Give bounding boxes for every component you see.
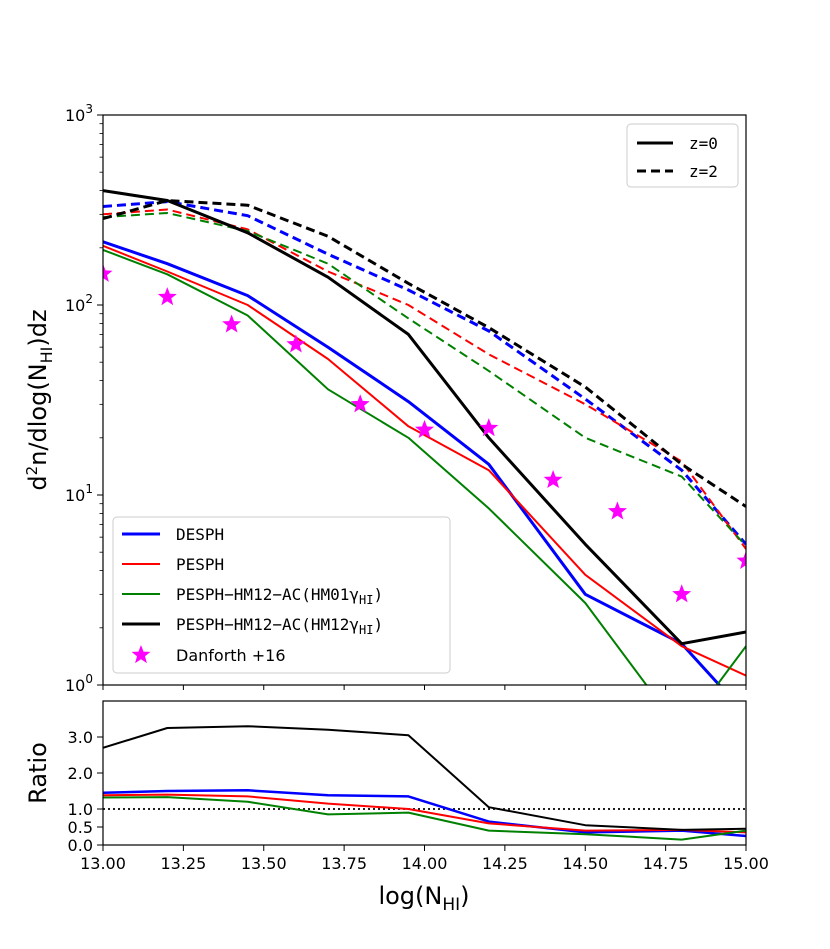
danforth-point — [157, 287, 177, 306]
models-legend: DESPH PESPH PESPH−HM12−AC(HM01γHI) PESPH… — [112, 516, 451, 674]
main-axes: 100 101 102 103 — [65, 102, 747, 695]
ratio-axes: 0.00.51.0 2.0 3.0 13.00 13.25 13.50 13.75 14.00… — [68, 700, 769, 873]
x-tick-label: 15.00 — [723, 854, 769, 873]
series-pesph-z0 — [103, 244, 746, 677]
series-pesph-z2 — [103, 208, 746, 550]
ratio-series-pesph-hm12-ac-hm01-hi — [103, 796, 746, 841]
series-pesph-hm12-ac-hm01-hi-z0 — [103, 248, 746, 685]
series-desph-z0 — [103, 240, 722, 685]
danforth-point — [607, 501, 627, 520]
danforth-point — [672, 584, 692, 603]
main-series-group — [103, 189, 746, 685]
x-tick-label: 14.00 — [402, 854, 448, 873]
legend-danforth-star — [131, 645, 151, 664]
ratio-plot-background — [103, 701, 746, 845]
main-y-tick-label: 100 — [65, 672, 93, 695]
legend-danforth-swatch — [131, 645, 151, 664]
danforth-point — [286, 334, 306, 353]
danforth-point — [479, 418, 499, 437]
main-y-tick-label: 102 — [65, 292, 93, 315]
ratio-series-pesph-hm12-ac-hm12-hi — [103, 725, 746, 831]
x-tick-label: 13.25 — [160, 854, 206, 873]
series-desph-z2 — [103, 200, 746, 546]
danforth-point — [222, 314, 242, 333]
x-tick-label: 14.75 — [643, 854, 689, 873]
legend-danforth-label: Danforth +16 — [176, 646, 286, 665]
x-tick-label: 14.25 — [482, 854, 528, 873]
legend-hm12-label: PESPH−HM12−AC(HM12γHI) — [176, 615, 383, 637]
main-plot-panel: 100 101 102 103 d2n/dlog(NHI)dz z=0 z=2 DES… — [23, 102, 747, 695]
main-y-axis-title: d2n/dlog(NHI)dz — [23, 309, 56, 490]
series-pesph-hm12-ac-hm01-hi-z2 — [103, 212, 746, 547]
legend-hm01-label: PESPH−HM12−AC(HM01γHI) — [176, 585, 383, 607]
ratio-plot-panel: 0.00.51.0 2.0 3.0 13.00 13.25 13.50 13.75 14.00… — [24, 700, 769, 915]
ratio-series-desph — [103, 789, 746, 838]
ratio-y-tick-label: 0.0 — [68, 836, 93, 855]
legend-z2-label: z=2 — [689, 162, 718, 181]
x-axis-title: log(NHI) — [378, 882, 469, 915]
x-tick-label: 13.75 — [321, 854, 367, 873]
danforth-point — [736, 550, 746, 569]
models-legend-frame — [112, 516, 451, 674]
x-tick-label: 13.50 — [241, 854, 287, 873]
ratio-y-axis-title: Ratio — [24, 742, 52, 804]
ratio-y-tick-label: 1.0 — [68, 800, 93, 819]
ratio-series-group — [103, 725, 746, 841]
danforth-point — [350, 394, 370, 413]
main-y-tick-label: 101 — [65, 482, 93, 505]
ratio-y-tick-label: 0.5 — [68, 818, 93, 837]
series-pesph-hm12-ac-hm12-hi-z2 — [103, 199, 746, 508]
series-pesph-hm12-ac-hm12-hi-z0 — [103, 189, 746, 646]
ratio-y-tick-label: 2.0 — [68, 764, 93, 783]
legend-z0-label: z=0 — [689, 134, 718, 153]
legend-desph-label: DESPH — [176, 525, 224, 544]
danforth-markers-group — [103, 263, 746, 603]
linestyle-legend: z=0 z=2 — [626, 123, 739, 188]
linestyle-legend-frame — [626, 123, 739, 188]
x-tick-label: 14.50 — [562, 854, 608, 873]
ratio-series-pesph — [103, 793, 746, 834]
x-tick-label: 13.00 — [80, 854, 126, 873]
main-y-tick-label: 103 — [65, 102, 93, 125]
danforth-point — [415, 419, 434, 438]
legend-pesph-label: PESPH — [176, 555, 224, 574]
ratio-y-tick-label: 3.0 — [68, 728, 93, 747]
danforth-point — [103, 263, 113, 282]
danforth-point — [543, 470, 563, 488]
